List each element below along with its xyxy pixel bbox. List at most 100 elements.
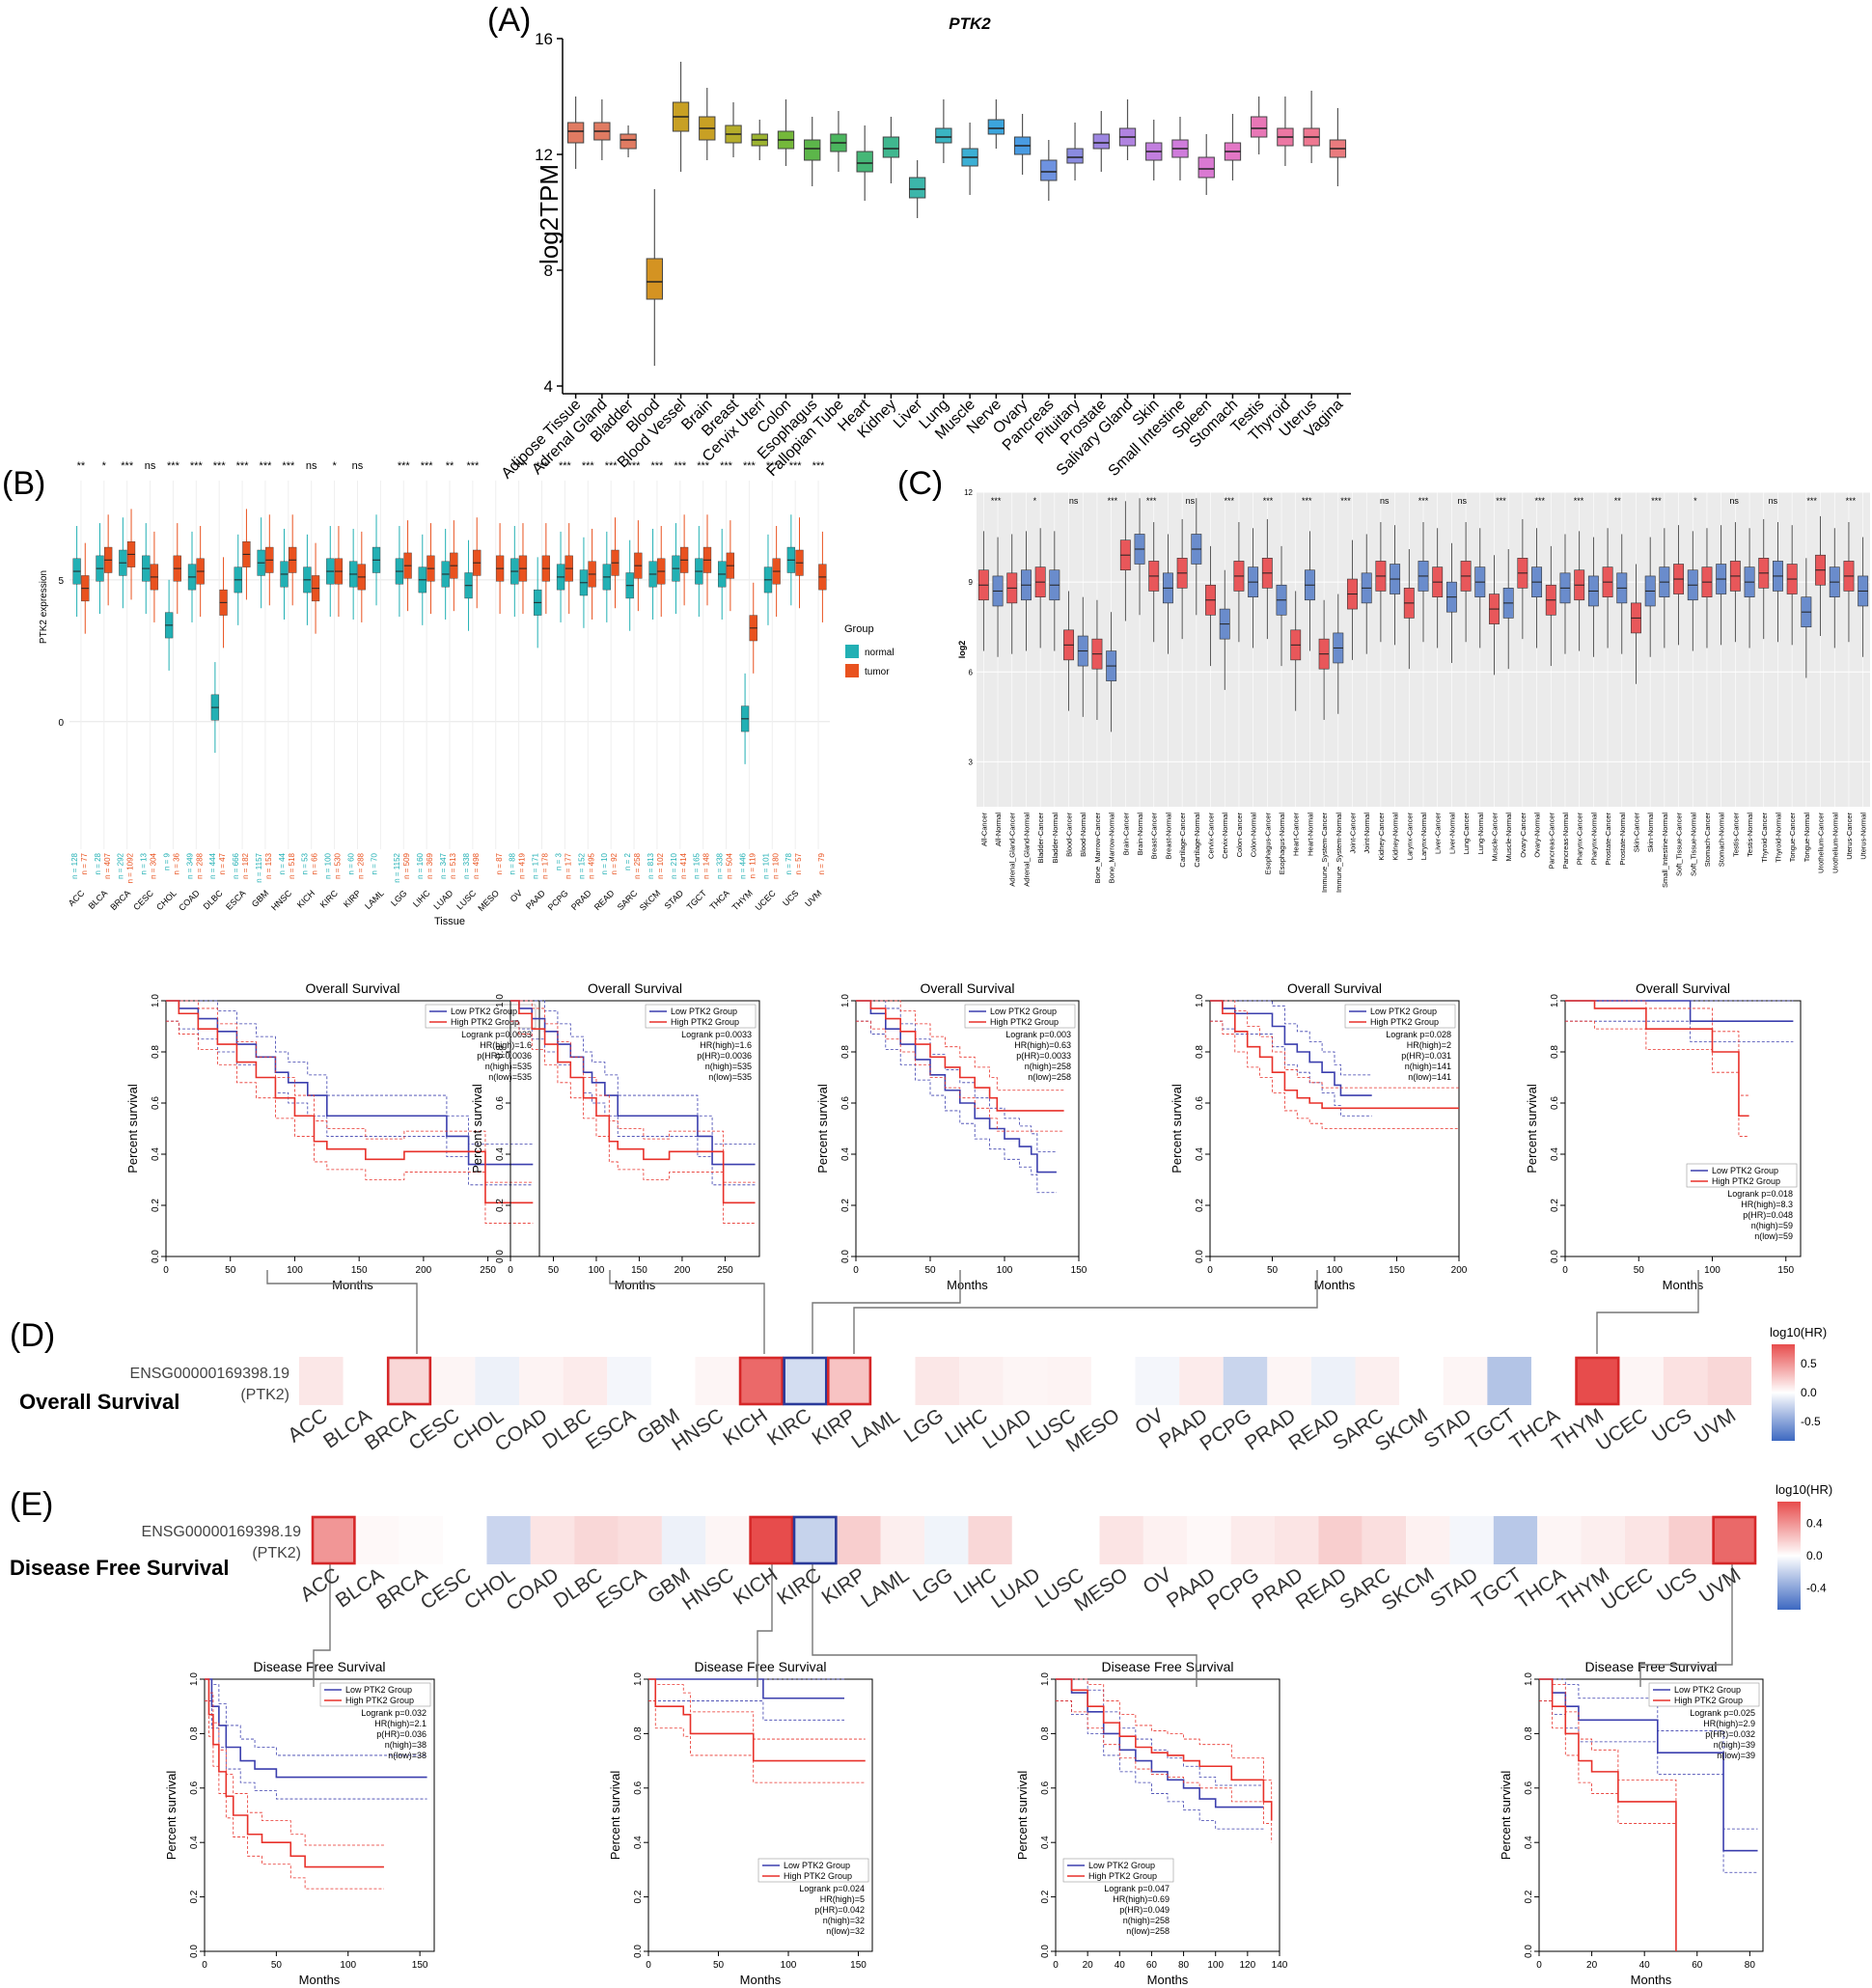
y-axis-label: Percent survival: [164, 1771, 179, 1861]
box-adipose-tissue: [566, 122, 585, 144]
y-tick-label: 0.2: [1524, 1890, 1534, 1903]
y-axis-label: Percent survival: [125, 1084, 140, 1173]
x-tick-label: Liver-Normal: [1447, 813, 1456, 854]
legend-label-high: High PTK2 Group: [1370, 1017, 1439, 1027]
y-axis-label: Percent survival: [815, 1084, 830, 1173]
km-stat: p(HR)=0.042: [814, 1905, 865, 1915]
y-tick-label: 0.2: [151, 1199, 161, 1212]
heat-label: LGG: [900, 1404, 949, 1447]
significance-label: ***: [1418, 496, 1429, 506]
y-tick-label: 4: [544, 377, 553, 396]
x-tick-label: 200: [416, 1265, 432, 1276]
x-tick-label: 150: [412, 1960, 428, 1971]
km-stat: Logrank p=0.0033: [461, 1030, 532, 1039]
x-tick-label: Skin-Cancer: [1632, 812, 1640, 852]
x-tick-label: THYM: [730, 888, 755, 912]
x-tick-label: 60: [1146, 1960, 1158, 1971]
significance-label: ***: [1806, 496, 1817, 506]
n-normal-label: n = 70: [370, 852, 378, 874]
x-tick-label: Adrenal_Gland-Normal: [1022, 813, 1031, 887]
plot-frame: [509, 1000, 760, 1257]
heat-label: KIRC: [773, 1563, 825, 1610]
n-tumor-label: n = 530: [334, 852, 343, 878]
legend-tick: -0.4: [1806, 1582, 1827, 1595]
ci-lower-high: [1210, 1020, 1459, 1129]
significance-label: ns: [1769, 496, 1778, 506]
x-tick-label: Urothelium-Cancer: [1817, 812, 1826, 872]
n-normal-label: n = 171: [532, 852, 540, 878]
x-tick-label: Tongue-Normal: [1803, 813, 1811, 863]
x-tick-label: 0: [508, 1265, 513, 1276]
heat-cell-read: [1310, 1357, 1356, 1405]
box-blood: [646, 258, 663, 300]
km-stat: Logrank p=0.028: [1386, 1030, 1451, 1039]
significance-label: ***: [1302, 496, 1312, 506]
x-tick-label: SARC: [616, 888, 640, 912]
x-tick-label: Tongue-Cancer: [1788, 812, 1797, 862]
x-tick-label: 100: [1704, 1265, 1721, 1276]
y-tick-label: 0.8: [189, 1726, 200, 1740]
y-tick-label: 9: [969, 578, 974, 587]
km-curve-high: [1056, 1678, 1273, 1821]
y-tick-label: 1.0: [1524, 1672, 1534, 1686]
y-axis-label: PTK2 expression: [39, 570, 49, 644]
n-tumor-label: n = 509: [402, 852, 411, 878]
legend-label-low: Low PTK2 Group: [1712, 1166, 1778, 1175]
significance-label: ***: [766, 460, 780, 472]
n-normal-label: n = 3: [554, 852, 563, 870]
y-tick-label: 0.4: [1040, 1836, 1051, 1849]
connector-lines: [266, 1270, 1733, 1687]
x-tick-label: Bladder-Normal: [1051, 813, 1060, 864]
y-tick-label: 0.8: [1550, 1045, 1560, 1059]
x-tick-label: Prostate-Cancer: [1604, 813, 1612, 866]
heat-cell-prad: [1275, 1516, 1319, 1564]
n-tumor-label: n = 498: [472, 852, 481, 878]
ci-upper-low: [856, 1000, 1057, 1152]
km-stat: n(high)=258: [1123, 1916, 1170, 1925]
significance-label: **: [446, 460, 454, 472]
significance-label: ***: [1846, 496, 1857, 506]
heat-cell-thym: [1575, 1357, 1620, 1405]
km-stat: n(high)=141: [1405, 1062, 1451, 1071]
km-plot-os1: Overall Survival 0.0 0.2 0.4 0.6 0.8 1.0 0 50 100…: [125, 980, 540, 1292]
y-tick-label: 0.8: [495, 1045, 506, 1059]
km-stat: HR(high)=5: [820, 1894, 865, 1904]
x-tick-label: 50: [548, 1265, 560, 1276]
significance-label: ***: [1340, 496, 1351, 506]
x-tick-label: LGG: [389, 888, 409, 908]
heat-label: READ: [1285, 1404, 1344, 1454]
n-normal-label: n = 292: [117, 852, 125, 878]
legend-tick: 0.4: [1806, 1516, 1823, 1530]
x-tick-label: 140: [1272, 1960, 1288, 1971]
km-stat: n(low)=59: [1754, 1231, 1793, 1241]
significance-label: ns: [1729, 496, 1739, 506]
heat-label: BRCA: [361, 1404, 420, 1454]
significance-label: *: [1693, 496, 1697, 506]
significance-label: ***: [697, 460, 710, 472]
significance-label: ***: [605, 460, 619, 472]
x-tick-label: Colon-Cancer: [1235, 813, 1244, 858]
y-tick-label: 0.4: [151, 1147, 161, 1161]
x-tick-label: Uterus-Normal: [1859, 813, 1868, 860]
y-axis-label: log2TPM: [535, 164, 564, 264]
km-curve-low: [1565, 1000, 1794, 1022]
ci-lower-low: [1539, 1700, 1758, 1873]
heat-cell-thca: [1530, 1357, 1576, 1405]
heat-cell-hnsc: [705, 1516, 750, 1564]
km-plot-dfs1: Disease Free Survival 0.0 0.2 0.4 0.6 0.8 1.0 0…: [164, 1659, 435, 1987]
km-title: Overall Survival: [588, 980, 682, 996]
panel-e-label: (E): [10, 1486, 53, 1523]
connector-os2: [609, 1270, 765, 1354]
y-tick-label: 1.0: [1195, 994, 1205, 1008]
x-tick-label: Muscle-Normal: [1504, 813, 1513, 862]
ci-lower-low: [856, 1020, 1057, 1194]
box-testis: [1251, 116, 1268, 138]
x-tick-label: SKCM: [638, 888, 662, 912]
box-prostate: [1092, 133, 1110, 150]
panel-b-label: (B): [2, 465, 45, 502]
n-tumor-label: n = 92: [610, 852, 619, 874]
y-tick-label: 0.4: [840, 1147, 851, 1161]
x-tick-label: PRAD: [569, 888, 593, 912]
